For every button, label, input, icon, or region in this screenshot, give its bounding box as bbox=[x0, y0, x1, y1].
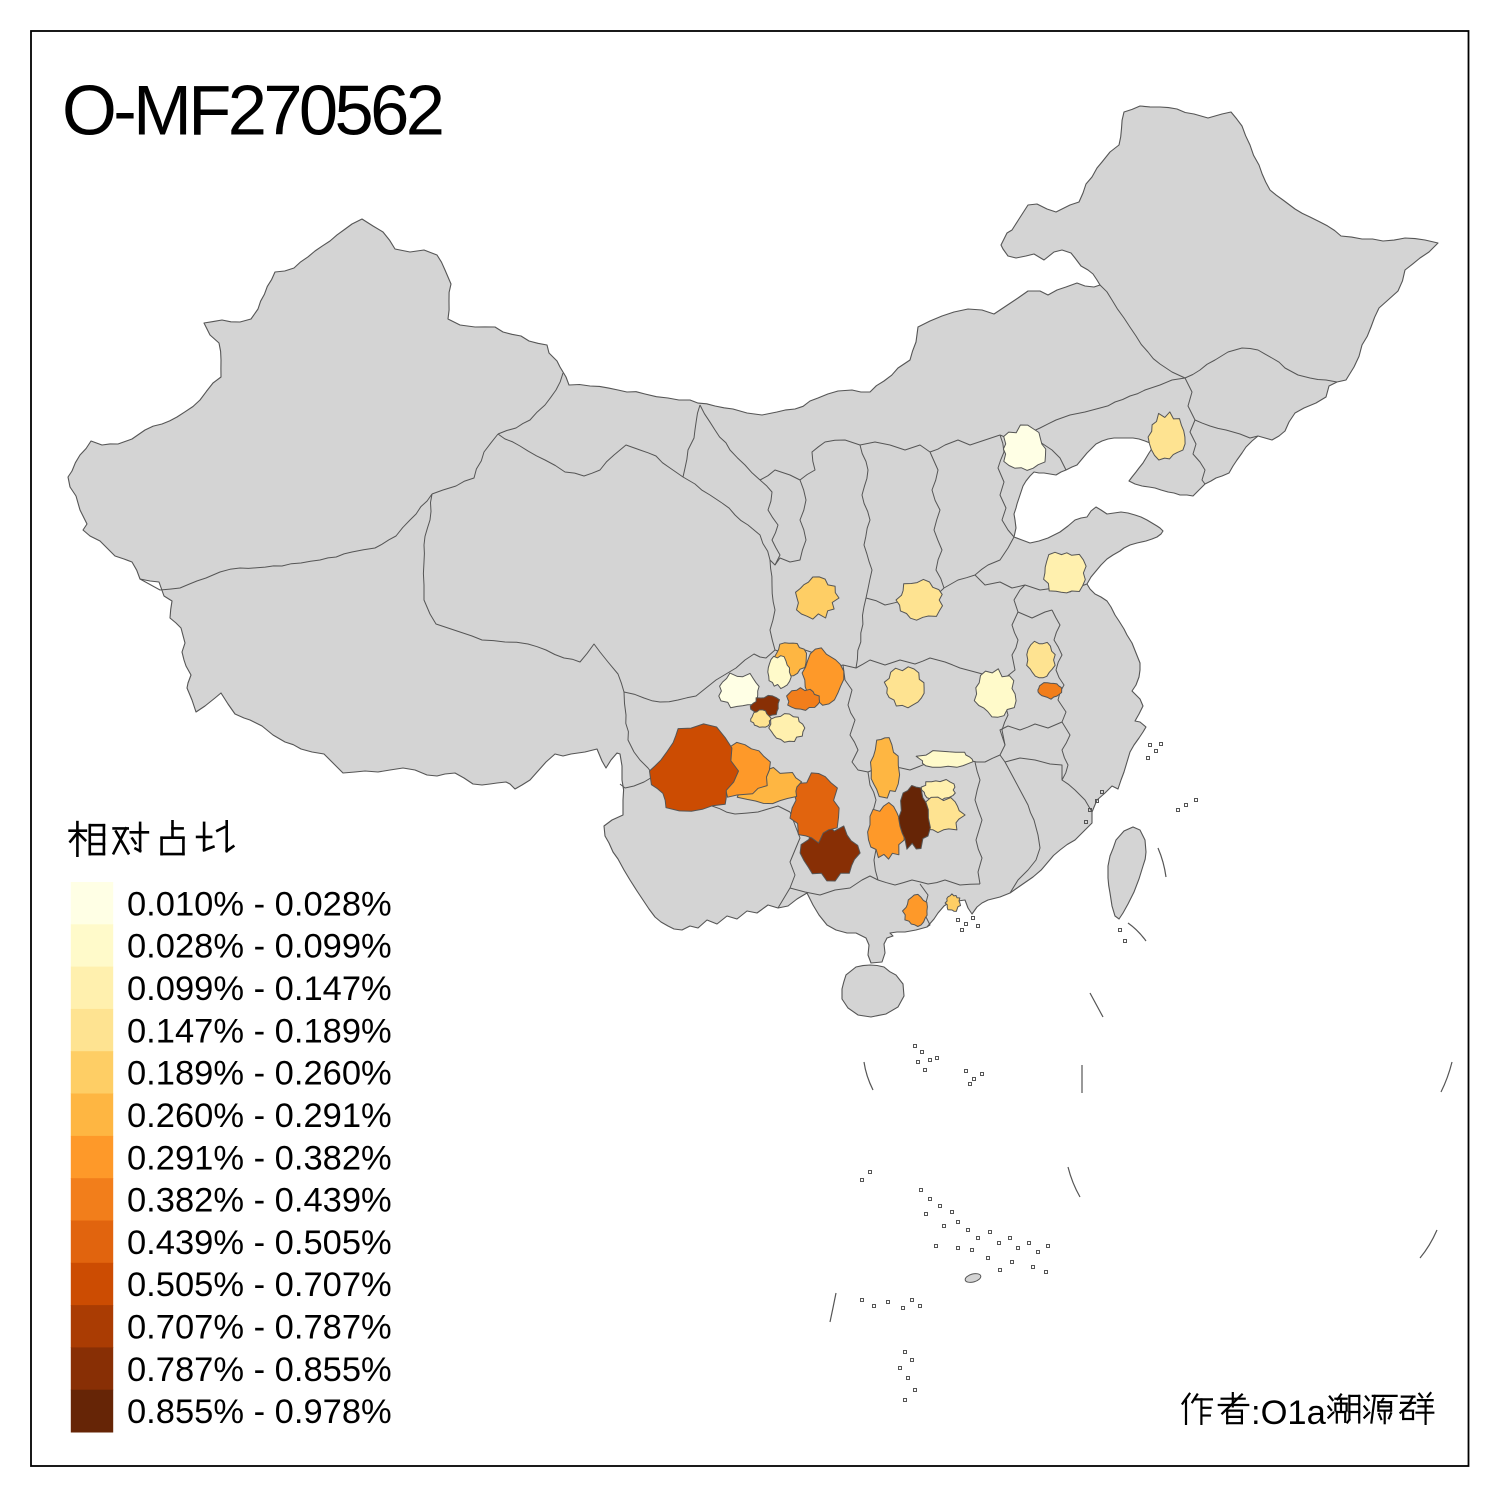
svg-text::O1a: :O1a bbox=[1251, 1394, 1327, 1432]
svg-text:0.099% - 0.147%: 0.099% - 0.147% bbox=[127, 970, 392, 1008]
svg-text:0.260% - 0.291%: 0.260% - 0.291% bbox=[127, 1097, 392, 1135]
svg-text:0.010% - 0.028%: 0.010% - 0.028% bbox=[127, 885, 392, 923]
svg-text:0.855% - 0.978%: 0.855% - 0.978% bbox=[127, 1393, 392, 1431]
svg-text:0.505% - 0.707%: 0.505% - 0.707% bbox=[127, 1266, 392, 1304]
svg-text:0.189% - 0.260%: 0.189% - 0.260% bbox=[127, 1055, 392, 1093]
svg-text:0.028% - 0.099%: 0.028% - 0.099% bbox=[127, 928, 392, 966]
svg-text:0.291% - 0.382%: 0.291% - 0.382% bbox=[127, 1139, 392, 1177]
svg-text:0.147% - 0.189%: 0.147% - 0.189% bbox=[127, 1012, 392, 1050]
svg-text:O-MF270562: O-MF270562 bbox=[62, 71, 442, 150]
svg-text:0.439% - 0.505%: 0.439% - 0.505% bbox=[127, 1224, 392, 1262]
svg-text:0.707% - 0.787%: 0.707% - 0.787% bbox=[127, 1309, 392, 1347]
svg-text:0.382% - 0.439%: 0.382% - 0.439% bbox=[127, 1182, 392, 1220]
svg-text:0.787% - 0.855%: 0.787% - 0.855% bbox=[127, 1351, 392, 1389]
